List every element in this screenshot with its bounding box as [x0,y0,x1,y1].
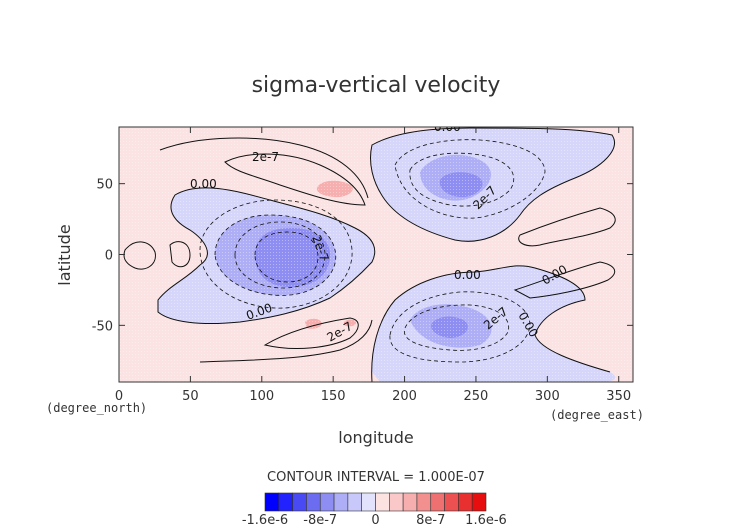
x-tick-label: 50 [182,389,199,404]
x-tick-label: 350 [606,389,631,404]
colorbar-swatch [389,492,404,512]
colorbar-swatch [278,492,293,512]
colorbar-tick-label: -1.6e-6 [242,513,288,528]
dashed-contours [199,139,546,363]
zero-contour-north [370,127,615,242]
neg-contour-s1 [389,291,531,363]
pos-contour-south-2 [199,319,373,363]
pos-contour-east-2 [513,261,616,299]
x-tick-label: 0 [115,389,123,404]
colorbar-swatch [458,492,473,512]
colorbar-swatch [375,492,390,512]
contour-label: 0.00 [190,177,217,191]
y-tick-label: -50 [92,319,113,334]
y-axis-label: latitude [55,224,74,285]
y-tick-label: 50 [96,178,113,193]
colorbar-swatch [361,492,376,512]
colorbar-tick-label: 1.6e-6 [465,513,507,528]
pos-contour-south-1 [263,317,359,349]
neg-contour-c3 [234,221,326,289]
pos-contour-west-1 [123,241,156,270]
x-tick-label: 200 [392,389,417,404]
chart-title: sigma-vertical velocity [252,73,501,98]
pos-contour-west-2 [169,241,191,268]
colorbar-swatch [416,492,432,512]
x-tick-label: 100 [249,389,274,404]
x-axis-unit: (degree_east) [550,408,644,422]
colorbar-swatch [292,492,307,512]
zero-contour-south [371,265,611,382]
x-tick-label: 250 [464,389,489,404]
colorbar-swatch [430,492,445,512]
plot-area: 0.00 2e-7 2e-7 0.00 0.00 2e-7 2e-7 0.00 … [119,120,633,382]
contour-interval-text: CONTOUR INTERVAL = 1.000E-07 [267,470,485,485]
colorbar-tick-label: 8e-7 [416,513,445,528]
colorbar-tick-label: -8e-7 [303,513,337,528]
colorbar-swatch [319,492,335,512]
y-axis-unit: (degree_north) [46,401,147,415]
neg-contour-s2 [404,304,510,351]
colorbar [264,492,487,512]
colorbar-swatch [347,492,362,512]
colorbar-swatch [333,492,349,512]
colorbar-tick-labels: -1.6e-6 -8e-7 0 8e-7 1.6e-6 [242,513,507,528]
y-tick-label: 0 [105,249,113,264]
y-axis-ticks: -50 0 50 [92,178,633,334]
contour-label: 2e-7 [252,150,279,164]
pos-contour-east-1 [518,207,616,247]
neg-contour-c4 [254,231,319,283]
neg-contour-c2 [214,214,337,296]
colorbar-swatch [264,492,280,512]
pos-contour-north-2 [159,137,369,199]
x-axis-label: longitude [338,428,413,447]
x-tick-label: 150 [321,389,346,404]
colorbar-swatch [402,492,418,512]
colorbar-swatch [444,492,459,512]
x-axis-ticks: 0 50 100 150 200 250 300 350 [115,127,631,404]
x-tick-label: 300 [535,389,560,404]
pos-contour-north-1 [224,153,366,206]
neg-contour-n1 [394,139,546,219]
neg-contour-c1 [199,199,353,309]
stipple-texture [119,127,633,382]
contour-label: 0.00 [454,268,481,282]
colorbar-tick-label: 0 [371,513,379,528]
colorbar-swatch [471,492,487,512]
colorbar-swatch [306,492,321,512]
contour-label: 0.00 [434,120,461,134]
